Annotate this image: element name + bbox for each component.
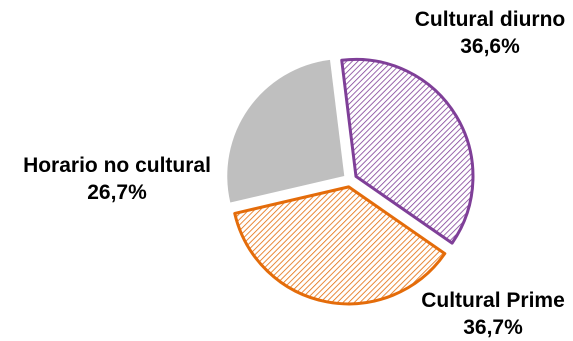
slices-group bbox=[227, 57, 475, 306]
label-cultural-prime-name: Cultural Prime bbox=[421, 289, 565, 312]
label-horario-no-cultural-name: Horario no cultural bbox=[23, 154, 211, 177]
label-horario-no-cultural-value: 26,7% bbox=[87, 181, 147, 204]
label-cultural-diurno: Cultural diurno 36,6% bbox=[405, 6, 573, 60]
pie-slice-cultural-diurno bbox=[340, 57, 475, 245]
pie-slice-horario-no-cultural bbox=[227, 59, 345, 203]
label-cultural-diurno-name: Cultural diurno bbox=[414, 8, 566, 31]
label-cultural-prime-value: 36,7% bbox=[463, 316, 523, 339]
label-cultural-diurno-value: 36,6% bbox=[460, 35, 520, 58]
label-cultural-prime: Cultural Prime 36,7% bbox=[408, 287, 573, 341]
label-horario-no-cultural: Horario no cultural 26,7% bbox=[2, 152, 232, 206]
pie-slice-cultural-prime bbox=[233, 185, 447, 306]
